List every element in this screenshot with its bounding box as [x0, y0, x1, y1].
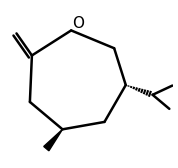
Polygon shape: [44, 129, 62, 151]
Text: O: O: [72, 16, 84, 31]
